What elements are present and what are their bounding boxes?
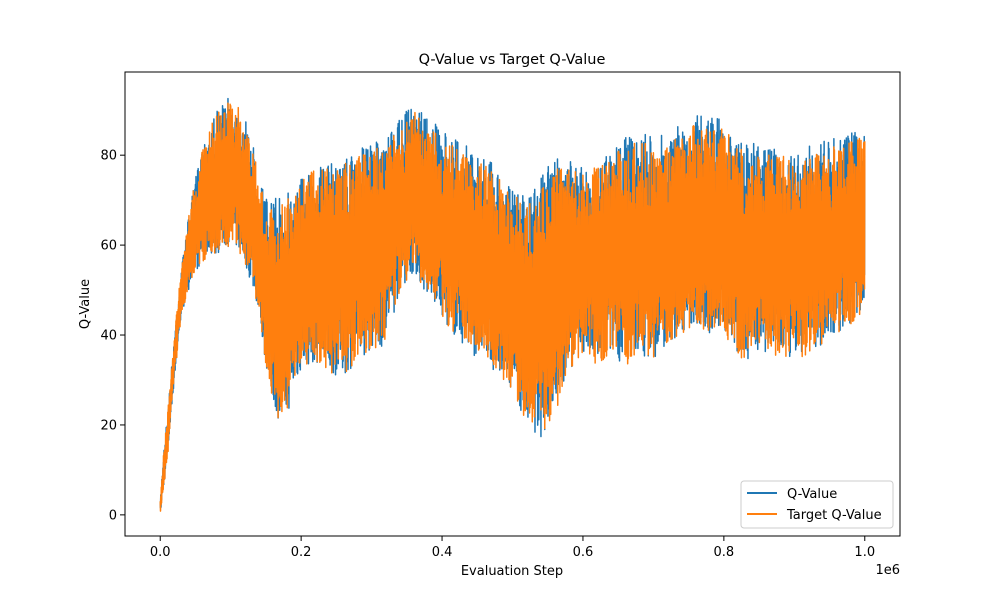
y-tick-label: 80 bbox=[100, 149, 117, 164]
x-tick-label: 0.2 bbox=[291, 545, 312, 560]
x-axis-offset-text: 1e6 bbox=[875, 563, 900, 578]
x-axis: 0.0 0.2 0.4 0.6 0.8 1.0 bbox=[150, 536, 875, 560]
legend-box bbox=[740, 480, 894, 529]
series-layer bbox=[159, 97, 866, 512]
y-tick-label: 20 bbox=[100, 418, 117, 433]
chart-title: Q-Value vs Target Q-Value bbox=[419, 52, 606, 68]
x-tick-label: 0.4 bbox=[432, 545, 453, 560]
y-tick-label: 0 bbox=[109, 508, 117, 523]
series-line-target-q_value bbox=[159, 102, 866, 512]
x-axis-label: Evaluation Step bbox=[461, 564, 563, 579]
plot-frame bbox=[124, 71, 901, 537]
y-axis-label: Q-Value bbox=[78, 279, 93, 329]
x-tick-label: 0.0 bbox=[150, 545, 171, 560]
legend: Q-Value Target Q-Value bbox=[740, 480, 894, 529]
legend-label-target-q-value: Target Q-Value bbox=[786, 508, 882, 523]
y-tick-label: 40 bbox=[100, 329, 117, 344]
x-tick-label: 0.6 bbox=[573, 545, 594, 560]
x-tick-label: 1.0 bbox=[854, 545, 875, 560]
x-tick-label: 0.8 bbox=[714, 545, 735, 560]
legend-label-q-value: Q-Value bbox=[787, 487, 837, 502]
y-tick-label: 60 bbox=[100, 239, 117, 254]
y-axis: 0 20 40 60 80 bbox=[100, 149, 125, 523]
plot-area bbox=[124, 71, 901, 537]
